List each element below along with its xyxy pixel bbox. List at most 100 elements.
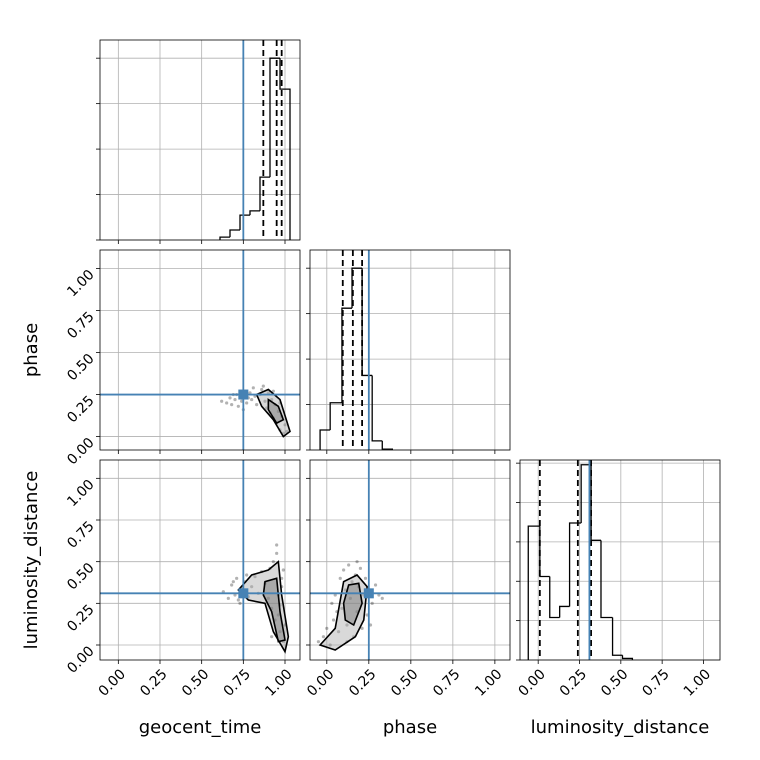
sample-point <box>231 580 235 584</box>
sample-point <box>338 576 342 580</box>
hist-bin <box>239 214 250 230</box>
sample-point <box>340 606 344 610</box>
sample-point <box>265 406 269 410</box>
sample-point <box>330 601 334 605</box>
sample-point <box>253 575 257 579</box>
x-axis-label: luminosity_distance <box>531 717 710 738</box>
x-tick-label: 0.25 <box>346 666 379 699</box>
y-tick-label: 1.00 <box>64 267 97 300</box>
hist-bin <box>269 57 280 178</box>
sample-point <box>325 626 329 630</box>
sample-point <box>283 423 287 427</box>
sample-point <box>281 568 285 572</box>
sample-point <box>235 576 239 580</box>
x-tick-label: 0.50 <box>179 666 212 699</box>
sample-point <box>363 576 368 580</box>
sample-point <box>236 404 240 408</box>
hist-bin <box>549 576 560 619</box>
y-tick-label: 0.50 <box>64 560 97 593</box>
hist-bin <box>219 236 230 240</box>
x-axis-label: phase <box>383 717 437 738</box>
hist-bin <box>580 464 592 523</box>
sample-point <box>225 401 229 405</box>
sample-point <box>230 403 234 407</box>
sample-point <box>373 583 378 587</box>
x-tick-label: 0.50 <box>598 666 631 699</box>
sample-point <box>233 397 237 402</box>
hist-bin <box>600 540 613 619</box>
y-tick-label: 0.00 <box>64 643 97 676</box>
truth-marker <box>238 588 249 599</box>
sample-point <box>348 596 352 600</box>
hist-bin <box>527 525 540 660</box>
sample-point <box>350 580 354 584</box>
sample-point <box>250 585 254 589</box>
sample-point <box>336 630 341 634</box>
x-tick-label: 0.25 <box>137 666 170 699</box>
sample-point <box>271 560 275 564</box>
x-tick-label: 0.75 <box>221 666 254 699</box>
hist-bin <box>381 440 394 450</box>
truth-marker <box>238 389 249 400</box>
y-tick-label: 0.75 <box>64 518 97 551</box>
sample-point <box>236 598 240 602</box>
sample-point <box>331 618 336 622</box>
axes-frame <box>99 39 301 241</box>
y-tick-label: 0.25 <box>64 393 97 426</box>
sample-point <box>220 399 224 403</box>
axes-frame <box>309 249 511 451</box>
sample-point <box>276 613 280 617</box>
sample-point <box>270 635 274 639</box>
x-tick-label: 0.75 <box>639 666 672 699</box>
sample-point <box>261 384 265 388</box>
sample-point <box>255 403 259 407</box>
axes-frame <box>99 459 301 661</box>
hist-bin <box>229 229 240 238</box>
hist-bin <box>371 375 383 442</box>
x-tick-label: 0.75 <box>430 666 463 699</box>
sample-point <box>360 626 364 630</box>
sample-point <box>275 543 279 547</box>
sample-point <box>343 588 347 592</box>
sample-point <box>345 623 349 627</box>
x-tick-label: 1.00 <box>262 666 295 699</box>
sample-point <box>358 566 363 570</box>
hist-bin <box>559 605 570 618</box>
sample-point <box>238 601 242 605</box>
sample-point <box>285 429 289 434</box>
sample-point <box>263 399 267 403</box>
hist-bin <box>329 402 342 430</box>
hist-bin <box>279 58 291 240</box>
sample-point <box>230 583 234 587</box>
sample-point <box>251 386 255 390</box>
sample-point <box>226 596 230 600</box>
x-axis-label: geocent_time <box>139 717 262 738</box>
contour <box>255 388 291 438</box>
hist-bin <box>319 429 331 450</box>
y-axis-label: phase <box>21 323 42 377</box>
truth-marker <box>363 588 374 599</box>
hist-bin <box>249 210 260 216</box>
sample-point <box>347 563 351 567</box>
sample-point <box>316 640 321 644</box>
sample-point <box>355 560 359 564</box>
sample-point <box>260 387 264 392</box>
contour <box>267 398 285 425</box>
sample-point <box>245 401 249 405</box>
sample-point <box>275 551 279 555</box>
sample-point <box>278 630 282 634</box>
hist-bin <box>621 655 634 660</box>
x-tick-label: 1.00 <box>472 666 505 699</box>
sample-point <box>342 568 346 572</box>
y-tick-label: 0.50 <box>64 351 97 384</box>
y-tick-label: 1.00 <box>64 477 97 510</box>
sample-point <box>266 596 270 600</box>
hist-bin <box>539 526 550 578</box>
x-tick-label: 0.25 <box>557 666 590 699</box>
hist-bin <box>611 617 623 656</box>
sample-point <box>271 389 275 393</box>
y-tick-label: 0.25 <box>64 602 97 635</box>
sample-point <box>321 635 326 639</box>
x-tick-label: 1.00 <box>681 666 714 699</box>
